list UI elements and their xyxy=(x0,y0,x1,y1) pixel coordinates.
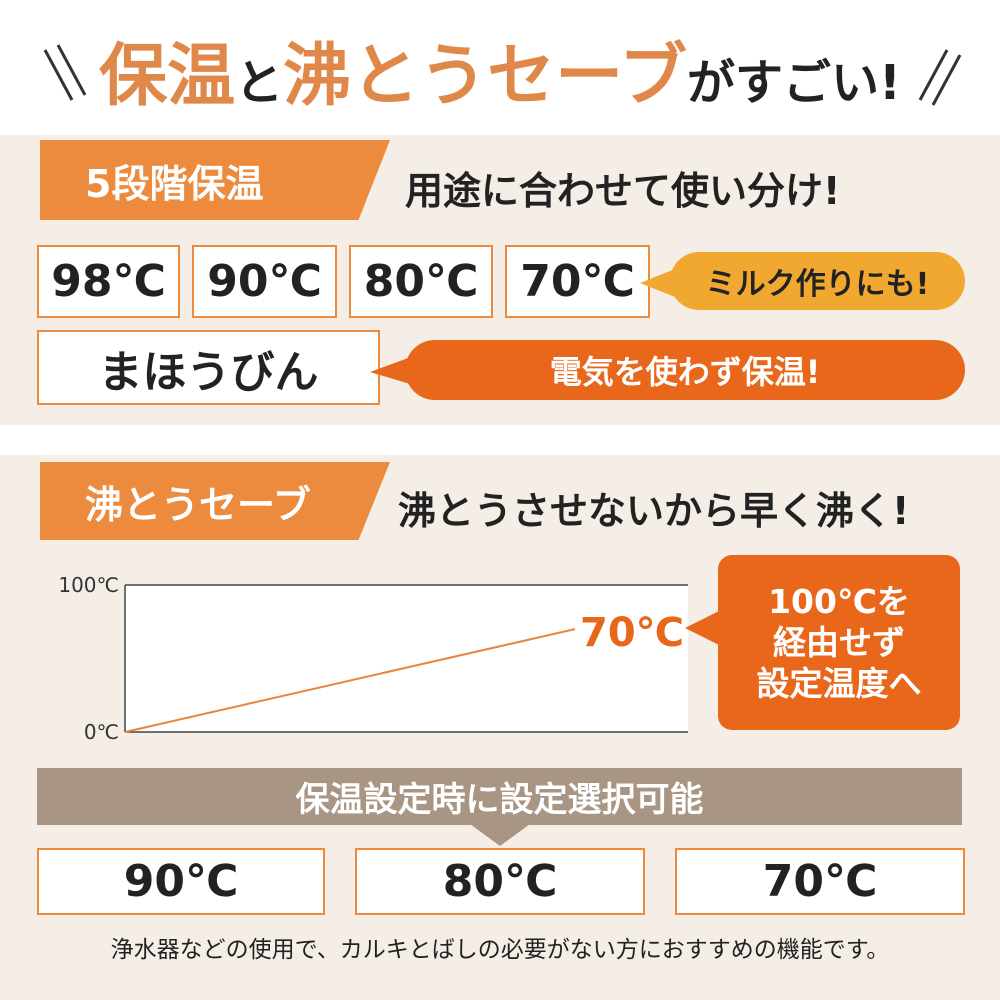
tab: 沸とうセーブ xyxy=(40,462,390,540)
plot-area xyxy=(125,585,688,732)
footnote: 浄水器などの使用で、カルキとばしの必要がない方におすすめの機能です。 xyxy=(110,937,890,963)
thermos-box: まほうびん xyxy=(37,330,380,405)
y-tick-label: 100℃ xyxy=(58,573,119,597)
temp-box: 70℃ xyxy=(505,245,650,318)
callout: 100℃を 経由せず 設定温度へ xyxy=(718,555,960,730)
data-label: 70℃ xyxy=(580,610,684,656)
callout-line: 100℃を xyxy=(768,581,910,621)
temp-box: 98℃ xyxy=(37,245,180,318)
line xyxy=(124,628,576,733)
heading: 沸とうさせないから早く沸く! xyxy=(398,489,910,533)
title-part: 保温 xyxy=(99,37,236,116)
pointer xyxy=(685,608,725,648)
heading: 用途に合わせて使い分け! xyxy=(405,169,841,213)
title-deco xyxy=(43,44,962,106)
temp-box: 80℃ xyxy=(349,245,493,318)
bar: 保温設定時に設定選択可能 xyxy=(37,768,962,825)
callout-line: 設定温度へ xyxy=(756,664,922,704)
title-part: がすごい! xyxy=(687,55,901,111)
temp-box: 90℃ xyxy=(37,848,325,915)
temp-box: 70℃ xyxy=(675,848,965,915)
tab: 5段階保温 xyxy=(40,140,390,220)
callout: 電気を使わず保温! xyxy=(405,340,965,400)
pointer xyxy=(470,824,530,846)
y-tick-label: 0℃ xyxy=(84,720,119,744)
boil-chart: 0℃ 100℃ 70℃ xyxy=(58,573,688,744)
title: 保温と沸とうセーブがすごい! xyxy=(0,20,1000,119)
callout: ミルク作りにも! xyxy=(670,252,965,310)
title-part: 沸とうセーブ xyxy=(283,37,688,116)
title-part: と xyxy=(235,55,284,111)
temp-box: 80℃ xyxy=(355,848,645,915)
callout-line: 経由せず xyxy=(773,622,905,662)
temp-box: 90℃ xyxy=(192,245,337,318)
